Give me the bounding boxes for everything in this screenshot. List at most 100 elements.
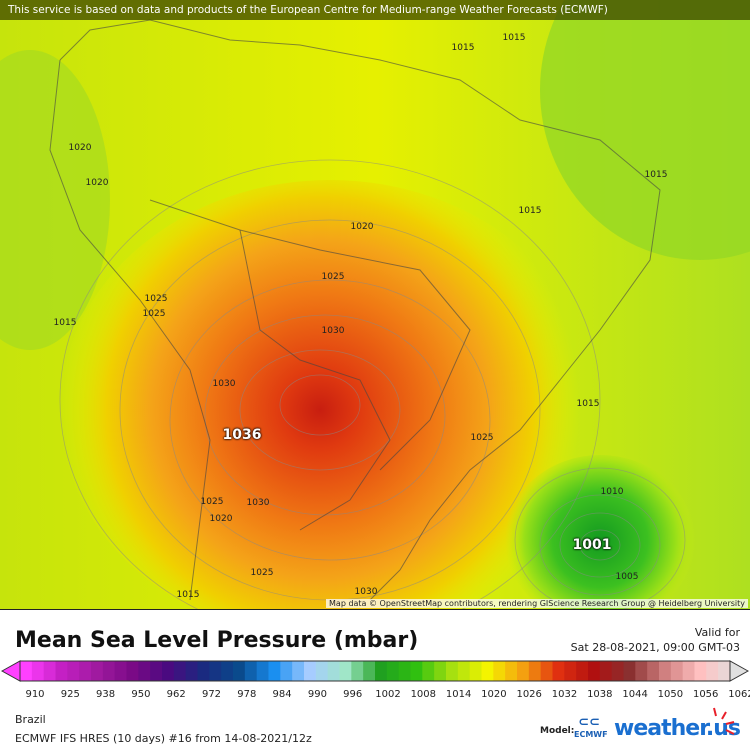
scale-swatch	[398, 661, 411, 681]
scale-swatch	[611, 661, 624, 681]
scale-swatch	[588, 661, 601, 681]
scale-swatch	[434, 661, 447, 681]
scale-swatch	[91, 661, 104, 681]
scale-tick-label: 990	[307, 689, 327, 700]
isobar-label: 1030	[354, 587, 378, 597]
scale-swatch	[422, 661, 435, 681]
scale-swatch	[79, 661, 92, 681]
scale-swatch	[718, 661, 731, 681]
scale-swatch	[517, 661, 530, 681]
isobar-label: 1030	[212, 379, 236, 389]
scale-tick-label: 1038	[587, 689, 613, 700]
scale-tick-label: 1056	[692, 689, 719, 700]
isobar-label: 1020	[68, 143, 92, 153]
scale-swatch	[457, 661, 471, 681]
scale-swatch	[694, 661, 707, 681]
scale-swatch	[647, 661, 660, 681]
scale-swatch	[185, 661, 198, 681]
scale-tick-label: 1044	[622, 689, 648, 700]
region-name: Brazil	[15, 713, 46, 726]
scale-tick-label: 962	[166, 689, 186, 700]
isobar-label: 1020	[209, 514, 233, 524]
scale-swatch	[564, 661, 577, 681]
isobar-label: 1025	[470, 433, 494, 443]
scale-swatch	[599, 661, 613, 681]
pressure-map[interactable]: This service is based on data and produc…	[0, 0, 750, 610]
isobar-label: 1015	[176, 590, 200, 600]
map-attribution[interactable]: Map data © OpenStreetMap contributors, r…	[326, 599, 748, 608]
scale-swatch	[162, 661, 175, 681]
scale-swatch	[150, 661, 163, 681]
valid-label: Valid for	[694, 626, 740, 639]
scale-swatch	[244, 661, 258, 681]
scale-swatch	[469, 661, 482, 681]
scale-swatch	[173, 661, 187, 681]
scale-swatch	[623, 661, 636, 681]
isobar-label: 1025	[144, 294, 168, 304]
scale-tick-label: 1002	[375, 689, 401, 700]
scale-swatch	[481, 661, 494, 681]
scale-swatch	[315, 661, 329, 681]
scale-swatch	[221, 661, 234, 681]
isobar-label: 1015	[518, 206, 542, 216]
scale-swatch	[351, 661, 364, 681]
scale-swatch	[20, 661, 33, 681]
isobar-label: 1020	[85, 178, 109, 188]
scale-swatch	[635, 661, 648, 681]
valid-time: Sat 28-08-2021, 09:00 GMT-03	[570, 641, 740, 654]
scale-swatch	[256, 661, 269, 681]
model-label: Model:	[540, 726, 575, 736]
scale-tick-label: 972	[201, 689, 222, 700]
isobar-label: 1025	[250, 568, 274, 578]
scale-swatch	[114, 661, 127, 681]
scale-swatch	[576, 661, 589, 681]
scale-swatch	[67, 661, 80, 681]
scale-swatch	[493, 661, 506, 681]
scale-tick-label: 938	[96, 689, 116, 700]
scale-swatch	[31, 661, 45, 681]
high-pressure-center-label: 1036	[222, 427, 262, 443]
scale-tick-label: 1014	[445, 689, 472, 700]
scale-swatch	[670, 661, 684, 681]
scale-tick-label: 978	[237, 689, 257, 700]
scale-swatch	[505, 661, 518, 681]
sun-icon	[713, 707, 735, 735]
scale-swatch	[138, 661, 151, 681]
scale-tick-label: 1020	[481, 689, 507, 700]
scale-swatch	[55, 661, 68, 681]
scale-swatch	[386, 661, 400, 681]
ecmwf-logo[interactable]: ⊂⊂ ECMWF	[574, 715, 608, 740]
scale-tick-label: 950	[131, 689, 151, 700]
isobar-label: 1015	[576, 399, 600, 409]
scale-tick-label: 1050	[657, 689, 684, 700]
isobar-label: 1020	[350, 222, 374, 232]
scale-swatch	[706, 661, 719, 681]
model-run-info: ECMWF IFS HRES (10 days) #16 from 14-08-…	[15, 732, 312, 745]
scale-swatch	[659, 661, 672, 681]
scale-tick-label: 925	[60, 689, 80, 700]
isobar-label: 1030	[321, 326, 345, 336]
scale-swatch	[268, 661, 281, 681]
scale-swatch	[446, 661, 459, 681]
scale-tick-label: 910	[25, 689, 45, 700]
isobar-label: 1015	[502, 33, 526, 43]
scale-swatch	[209, 661, 222, 681]
weather-us-logo[interactable]: weather.us	[614, 716, 741, 741]
isobar-label: 1025	[200, 497, 224, 507]
isobar-label: 1030	[246, 498, 270, 508]
isobar-label: 1005	[615, 572, 639, 582]
scale-swatch	[339, 661, 352, 681]
isobar-label: 1015	[53, 318, 77, 328]
scale-swatch	[363, 661, 376, 681]
low-pressure-center-label: 1001	[572, 537, 612, 553]
scale-min-arrow	[0, 660, 21, 682]
scale-swatch	[197, 661, 210, 681]
scale-tick-label: 984	[272, 689, 292, 700]
isobar-label: 1010	[600, 487, 624, 497]
scale-tick-label: 1062	[728, 689, 750, 700]
scale-swatch	[410, 661, 423, 681]
scale-swatch	[280, 661, 293, 681]
scale-swatch	[292, 661, 305, 681]
isobar-label: 1015	[644, 170, 668, 180]
scale-swatch	[375, 661, 388, 681]
